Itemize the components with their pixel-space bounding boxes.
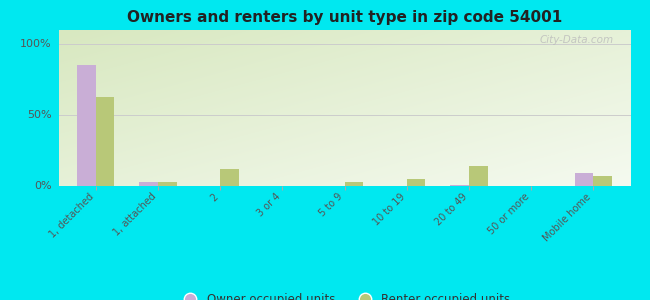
- Title: Owners and renters by unit type in zip code 54001: Owners and renters by unit type in zip c…: [127, 10, 562, 25]
- Bar: [407, 179, 425, 186]
- Bar: [344, 182, 363, 186]
- Legend: Owner occupied units, Renter occupied units: Owner occupied units, Renter occupied un…: [174, 289, 515, 300]
- Bar: [96, 97, 114, 186]
- Text: 0%: 0%: [34, 181, 51, 191]
- Bar: [469, 166, 488, 186]
- Bar: [158, 182, 177, 186]
- Bar: [450, 184, 469, 186]
- Text: 50%: 50%: [27, 110, 51, 120]
- Text: 100%: 100%: [20, 39, 51, 49]
- Bar: [220, 169, 239, 186]
- Bar: [593, 176, 612, 186]
- Bar: [575, 173, 593, 186]
- Bar: [77, 65, 96, 186]
- Text: City-Data.com: City-Data.com: [540, 35, 614, 45]
- Bar: [139, 182, 158, 186]
